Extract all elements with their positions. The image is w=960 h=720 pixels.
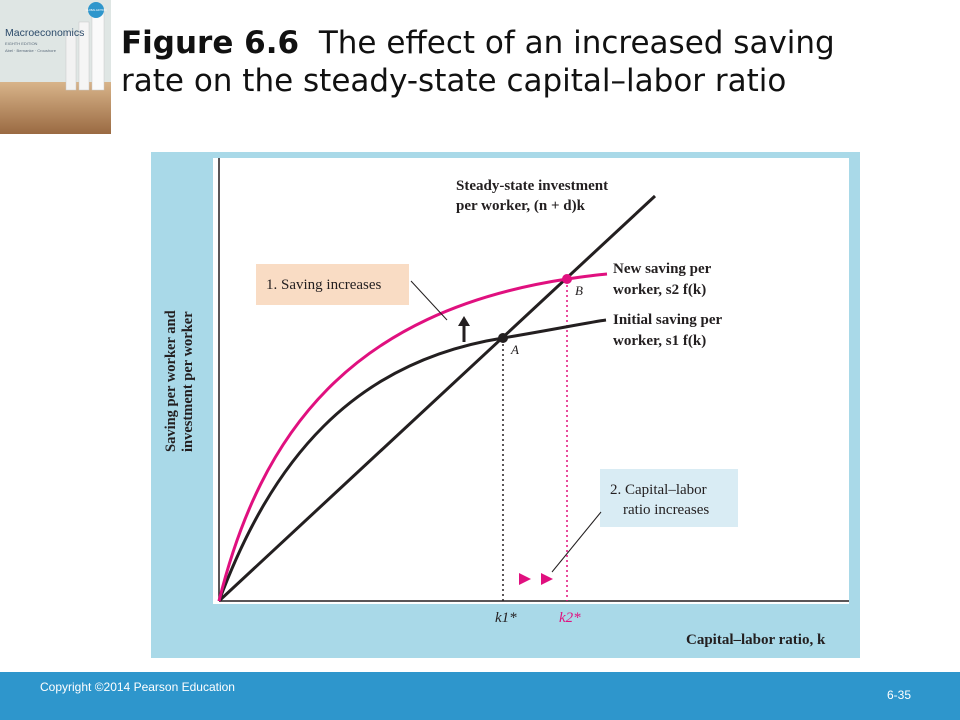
book-cover-image: Macroeconomics EIGHTH EDITION Abel · Ber… [0, 0, 111, 134]
y-axis-label: Saving per worker and investment per wor… [163, 310, 196, 452]
figure-chart: Saving per worker and investment per wor… [163, 158, 849, 648]
slide-number: 6-35 [887, 688, 912, 702]
title-line1: The effect of an increased saving [318, 25, 835, 61]
new-saving-label-line1: New saving per [613, 261, 712, 277]
y-axis-label-line1: Saving per worker and [163, 310, 179, 452]
saving-increase-arrow [458, 316, 470, 342]
figure-label: Figure 6.6 [121, 25, 300, 61]
right-arrow-icon [541, 573, 553, 585]
initial-saving-label-line2: worker, s1 f(k) [613, 333, 706, 349]
figure-panel: Saving per worker and investment per wor… [151, 152, 860, 658]
point-b-label: B [575, 283, 583, 298]
title-line2: rate on the steady-state capital–labor r… [121, 63, 787, 99]
point-a-marker [498, 333, 508, 343]
callout-capital-labor-increases [600, 469, 738, 527]
initial-saving-label-line1: Initial saving per [613, 312, 723, 328]
plot-area [213, 158, 849, 604]
slide-title: Figure 6.6 The effect of an increased sa… [121, 24, 941, 100]
steady-state-investment-line [217, 194, 657, 603]
footer-bar: Copyright ©2014 Pearson Education 6-35 [0, 672, 960, 720]
callout2-line2: ratio increases [623, 502, 709, 518]
right-arrow-icon [519, 573, 531, 585]
x-axis-label: Capital–labor ratio, k [686, 632, 826, 648]
y-axis-label-line2: investment per worker [180, 311, 196, 452]
initial-saving-curve [217, 318, 607, 602]
callout1-pointer [410, 280, 448, 321]
cover-authors: Abel · Bernanke · Croushore [5, 48, 57, 53]
point-a-label: A [510, 342, 519, 357]
k2-tick-label: k2* [559, 610, 581, 626]
k1-tick-label: k1* [495, 610, 517, 626]
callout2-pointer [551, 511, 602, 573]
cover-title: Macroeconomics [5, 27, 84, 39]
callout2-line1: 2. Capital–labor [610, 482, 707, 498]
callout-saving-increases [256, 264, 409, 305]
cover-subtitle: EIGHTH EDITION [5, 41, 38, 46]
new-saving-label-line2: worker, s2 f(k) [613, 282, 706, 298]
point-b-marker [562, 274, 572, 284]
cover-edition-badge: GLOBAL EDITION [86, 9, 107, 12]
new-saving-curve [217, 272, 608, 602]
callout-saving-increases-text: 1. Saving increases [266, 277, 382, 293]
copyright-text: Copyright ©2014 Pearson Education [40, 680, 235, 694]
steady-state-label-line1: Steady-state investment [456, 178, 608, 194]
steady-state-label-line2: per worker, (n + d)k [456, 198, 586, 214]
